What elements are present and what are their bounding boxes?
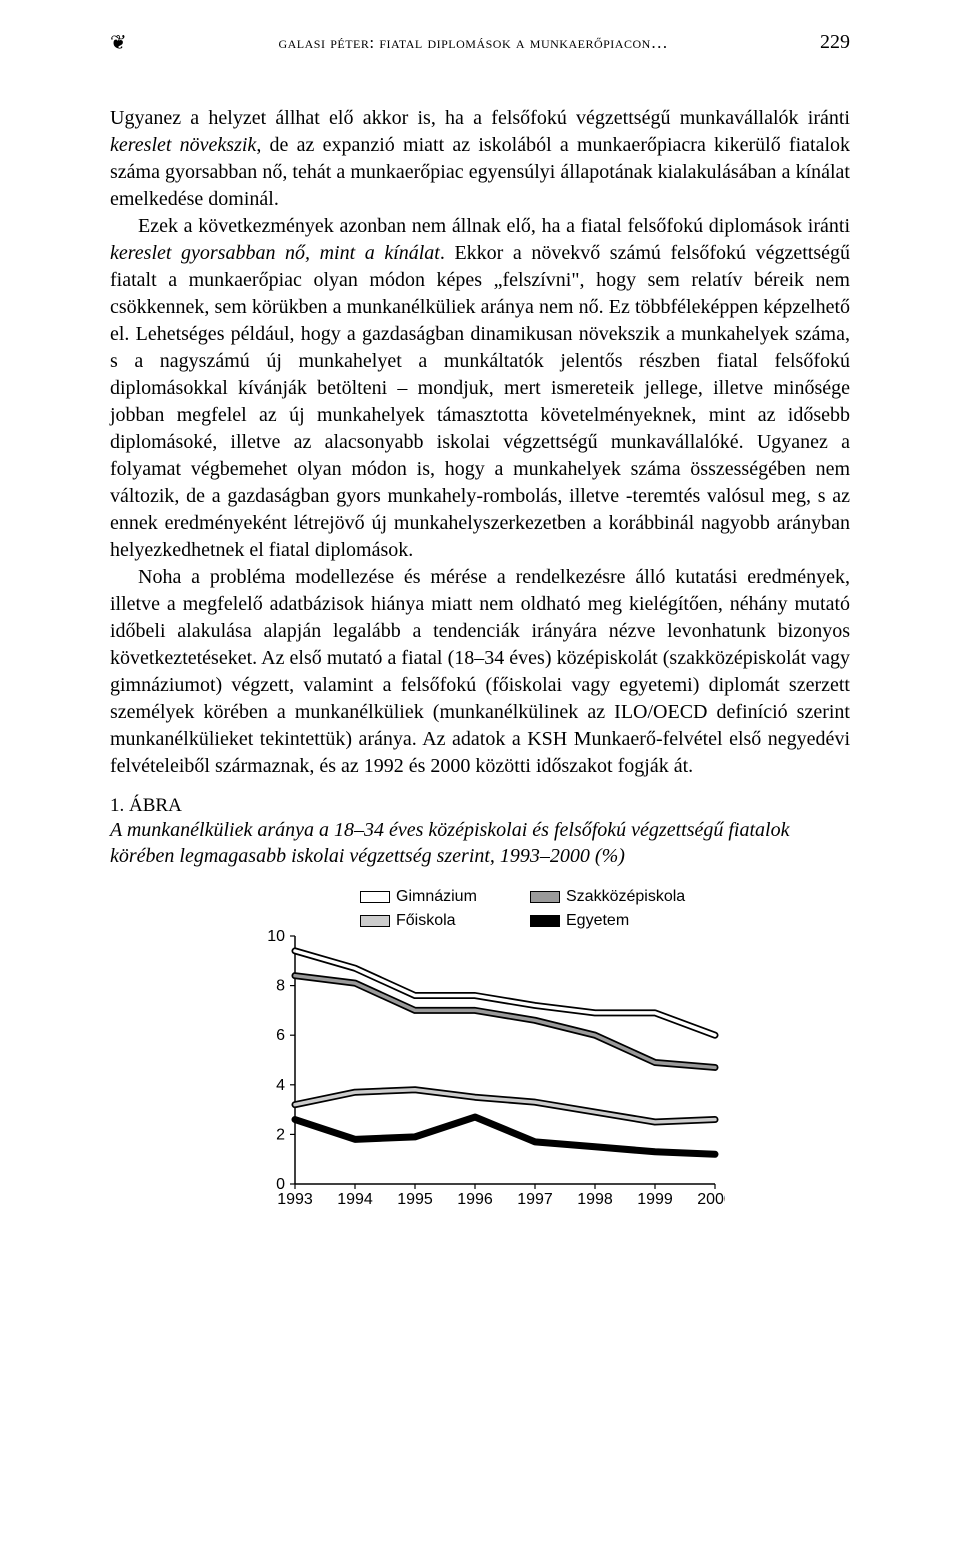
legend-item-egyetem: Egyetem: [530, 912, 670, 930]
svg-text:1999: 1999: [637, 1191, 673, 1208]
svg-text:4: 4: [276, 1076, 285, 1093]
chart-container: Gimnázium Szakközépiskola Főiskola Egyet…: [255, 888, 725, 1210]
legend-item-foiskola: Főiskola: [360, 912, 500, 930]
legend-label: Főiskola: [396, 912, 456, 930]
svg-text:10: 10: [267, 930, 285, 945]
p2-text-a: Ezek a következmények azonban nem állnak…: [138, 215, 850, 237]
svg-text:2: 2: [276, 1126, 285, 1143]
legend-item-gimnazium: Gimnázium: [360, 888, 500, 906]
svg-text:6: 6: [276, 1027, 285, 1044]
svg-text:1998: 1998: [577, 1191, 613, 1208]
ornament-icon: ❦: [110, 30, 127, 55]
p1-text-a: Ugyanez a helyzet állhat elő akkor is, h…: [110, 107, 850, 129]
p2-text-c: . Ekkor a növekvő számú felsőfokú végzet…: [110, 242, 850, 561]
legend-label: Gimnázium: [396, 888, 477, 906]
paragraph-3: Noha a probléma modellezése és mérése a …: [110, 564, 850, 780]
legend-swatch: [360, 915, 390, 927]
svg-text:1993: 1993: [277, 1191, 313, 1208]
svg-text:1996: 1996: [457, 1191, 493, 1208]
legend-label: Egyetem: [566, 912, 629, 930]
page-number: 229: [820, 31, 850, 54]
p1-text-b: kereslet növekszik: [110, 134, 256, 156]
figure-caption: 1. ÁBRA A munkanélküliek aránya a 18–34 …: [110, 794, 850, 870]
legend-swatch: [360, 891, 390, 903]
chart-legend: Gimnázium Szakközépiskola Főiskola Egyet…: [360, 888, 725, 930]
running-title: galasi péter: fiatal diplomások a munkae…: [127, 33, 820, 53]
page-header: ❦ galasi péter: fiatal diplomások a munk…: [110, 30, 850, 55]
svg-text:2000: 2000: [697, 1191, 725, 1208]
paragraph-2: Ezek a következmények azonban nem állnak…: [110, 213, 850, 564]
legend-item-szakkozep: Szakközépiskola: [530, 888, 685, 906]
figure-title: A munkanélküliek aránya a 18–34 éves köz…: [110, 818, 850, 869]
svg-text:1997: 1997: [517, 1191, 553, 1208]
legend-swatch: [530, 915, 560, 927]
svg-text:1995: 1995: [397, 1191, 433, 1208]
line-chart: 024681019931994199519961997199819992000: [255, 930, 725, 1210]
paragraph-1: Ugyanez a helyzet állhat elő akkor is, h…: [110, 105, 850, 213]
svg-text:1994: 1994: [337, 1191, 373, 1208]
figure-number: 1. ÁBRA: [110, 794, 850, 818]
legend-label: Szakközépiskola: [566, 888, 685, 906]
legend-swatch: [530, 891, 560, 903]
p2-text-b: kereslet gyorsabban nő, mint a kínálat: [110, 242, 440, 264]
svg-text:8: 8: [276, 977, 285, 994]
body-text: Ugyanez a helyzet állhat elő akkor is, h…: [110, 105, 850, 780]
